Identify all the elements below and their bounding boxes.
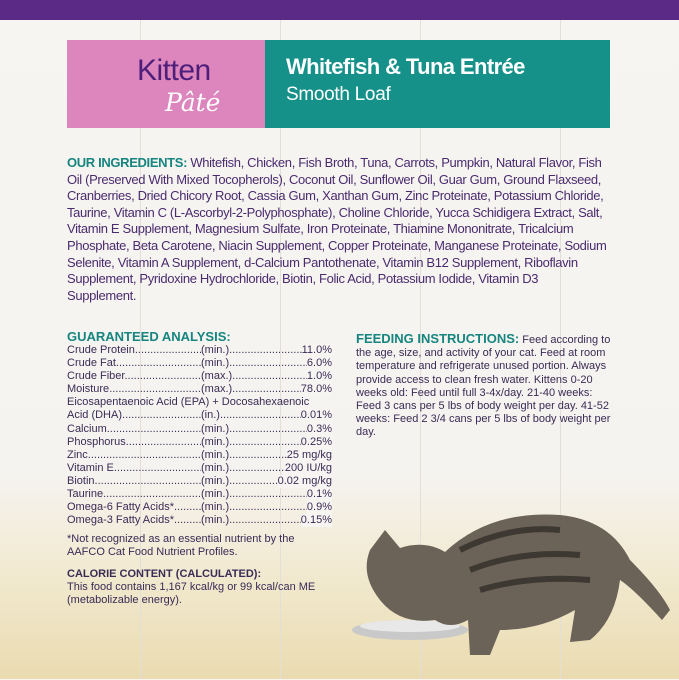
- analysis-row: Biotin(min.)0.02 mg/kg: [67, 474, 332, 489]
- analysis-row: Phosphorus(min.)0.25%: [67, 435, 332, 449]
- qualifier: (min.): [201, 462, 285, 475]
- analysis-row: Moisture(max.)78.0%: [67, 383, 332, 397]
- ingredients-text: Whitefish, Chicken, Fish Broth, Tuna, Ca…: [67, 155, 607, 303]
- analysis-row: Vitamin E(min.)200 IU/kg: [67, 461, 332, 475]
- product-subtitle: Smooth Loaf: [286, 84, 391, 105]
- analysis-row: Omega-3 Fatty Acids*(min.)0.15%: [67, 514, 332, 528]
- nutrient-value: 25 mg/kg: [286, 448, 332, 462]
- nutrient-value: 0.9%: [306, 501, 332, 515]
- nutrient-name: Taurine: [67, 488, 201, 501]
- bowl-rim: [360, 620, 460, 632]
- nutrient-name: Vitamin E: [67, 462, 201, 475]
- feeding-text: Feed according to the age, size, and act…: [356, 334, 611, 439]
- qualifier: (max.): [201, 383, 301, 396]
- epa-line: Eicosapentaenoic Acid (EPA) + Docosahexa…: [67, 396, 310, 409]
- nutrient-name: Crude Protein: [67, 344, 201, 357]
- analysis-row: Taurine(min.)0.1%: [67, 488, 332, 502]
- nutrient-value: 0.02 mg/kg: [277, 474, 332, 489]
- qualifier: (max.): [201, 370, 307, 383]
- tabby-stripes: [458, 526, 591, 593]
- qualifier: (in.): [201, 409, 301, 422]
- analysis-row: Crude Fiber(max.)1.0%: [67, 370, 332, 384]
- analysis-row: Calcium(min.)0.3%: [67, 422, 332, 436]
- calorie-heading: CALORIE CONTENT (CALCULATED):: [67, 567, 262, 580]
- feeding-instructions: FEEDING INSTRUCTIONS: Feed according to …: [356, 332, 618, 440]
- top-color-bar: [0, 0, 679, 20]
- nutrient-name: Omega-3 Fatty Acids*: [67, 514, 201, 527]
- brand-sub: Pâté: [165, 88, 221, 117]
- analysis-row: Zinc(min.)25 mg/kg: [67, 448, 332, 462]
- nutrient-value: 1.0%: [306, 370, 332, 384]
- nutrient-name: Crude Fat: [67, 357, 201, 370]
- wood-plank-line: [420, 20, 421, 679]
- nutrient-name: Biotin: [67, 475, 201, 488]
- guaranteed-analysis: GUARANTEED ANALYSIS: Crude Protein(min.)…: [67, 330, 332, 607]
- nutrient-value: 0.01%: [300, 409, 332, 423]
- nutrient-value: 0.1%: [306, 488, 332, 502]
- ingredients-heading: OUR INGREDIENTS:: [67, 155, 188, 170]
- nutrient-name: Acid (DHA): [67, 409, 201, 422]
- analysis-row: Crude Fat(min.)6.0%: [67, 357, 332, 371]
- kitten-body: [366, 514, 670, 655]
- nutrient-value: 0.15%: [300, 514, 332, 528]
- kitten-photo: [352, 514, 670, 655]
- nutrient-name: Calcium: [67, 423, 201, 436]
- nutrient-name: Omega-6 Fatty Acids*: [67, 501, 201, 514]
- qualifier: (min.): [201, 514, 301, 527]
- qualifier: (min.): [201, 436, 301, 449]
- product-title: Whitefish & Tuna Entrée: [286, 54, 525, 79]
- nutrient-name: Phosphorus: [67, 436, 201, 449]
- qualifier: (min.): [201, 423, 307, 436]
- product-name-panel: Whitefish & Tuna Entrée Smooth Loaf: [265, 40, 610, 128]
- qualifier: (min.): [201, 501, 307, 514]
- nutrient-name: Crude Fiber: [67, 370, 201, 383]
- qualifier: (min.): [201, 357, 307, 370]
- nutrient-value: 200 IU/kg: [284, 461, 332, 475]
- brand-line: Kitten: [137, 54, 211, 87]
- nutrient-name: Moisture: [67, 383, 201, 396]
- nutrient-name: Zinc: [67, 449, 201, 462]
- qualifier: (min.): [201, 475, 278, 488]
- brand-logo: Kitten Pâté: [67, 40, 265, 128]
- nutrient-value: 78.0%: [300, 383, 332, 397]
- nutrient-value: 0.25%: [300, 435, 332, 449]
- analysis-row: Acid (DHA)(in.)0.01%: [67, 409, 332, 423]
- analysis-row: Omega-6 Fatty Acids*(min.)0.9%: [67, 501, 332, 515]
- feeding-heading: FEEDING INSTRUCTIONS:: [356, 331, 520, 346]
- qualifier: (min.): [201, 488, 307, 501]
- wood-plank-line: [560, 20, 561, 679]
- analysis-heading: GUARANTEED ANALYSIS:: [67, 329, 231, 344]
- nutrient-value: 6.0%: [306, 357, 332, 371]
- nutrient-value: 11.0%: [301, 344, 332, 358]
- qualifier: (min.): [201, 449, 287, 462]
- footnote: *Not recognized as an essential nutrient…: [67, 533, 295, 559]
- nutrient-value: 0.3%: [306, 422, 332, 436]
- analysis-row: Crude Protein(min.)11.0%: [67, 344, 332, 358]
- ingredients-section: OUR INGREDIENTS: Whitefish, Chicken, Fis…: [67, 155, 607, 304]
- product-banner: Kitten Pâté Whitefish & Tuna Entrée Smoo…: [67, 40, 610, 128]
- qualifier: (min.): [201, 344, 302, 357]
- calorie-text: This food contains 1,167 kcal/kg or 99 k…: [67, 580, 316, 606]
